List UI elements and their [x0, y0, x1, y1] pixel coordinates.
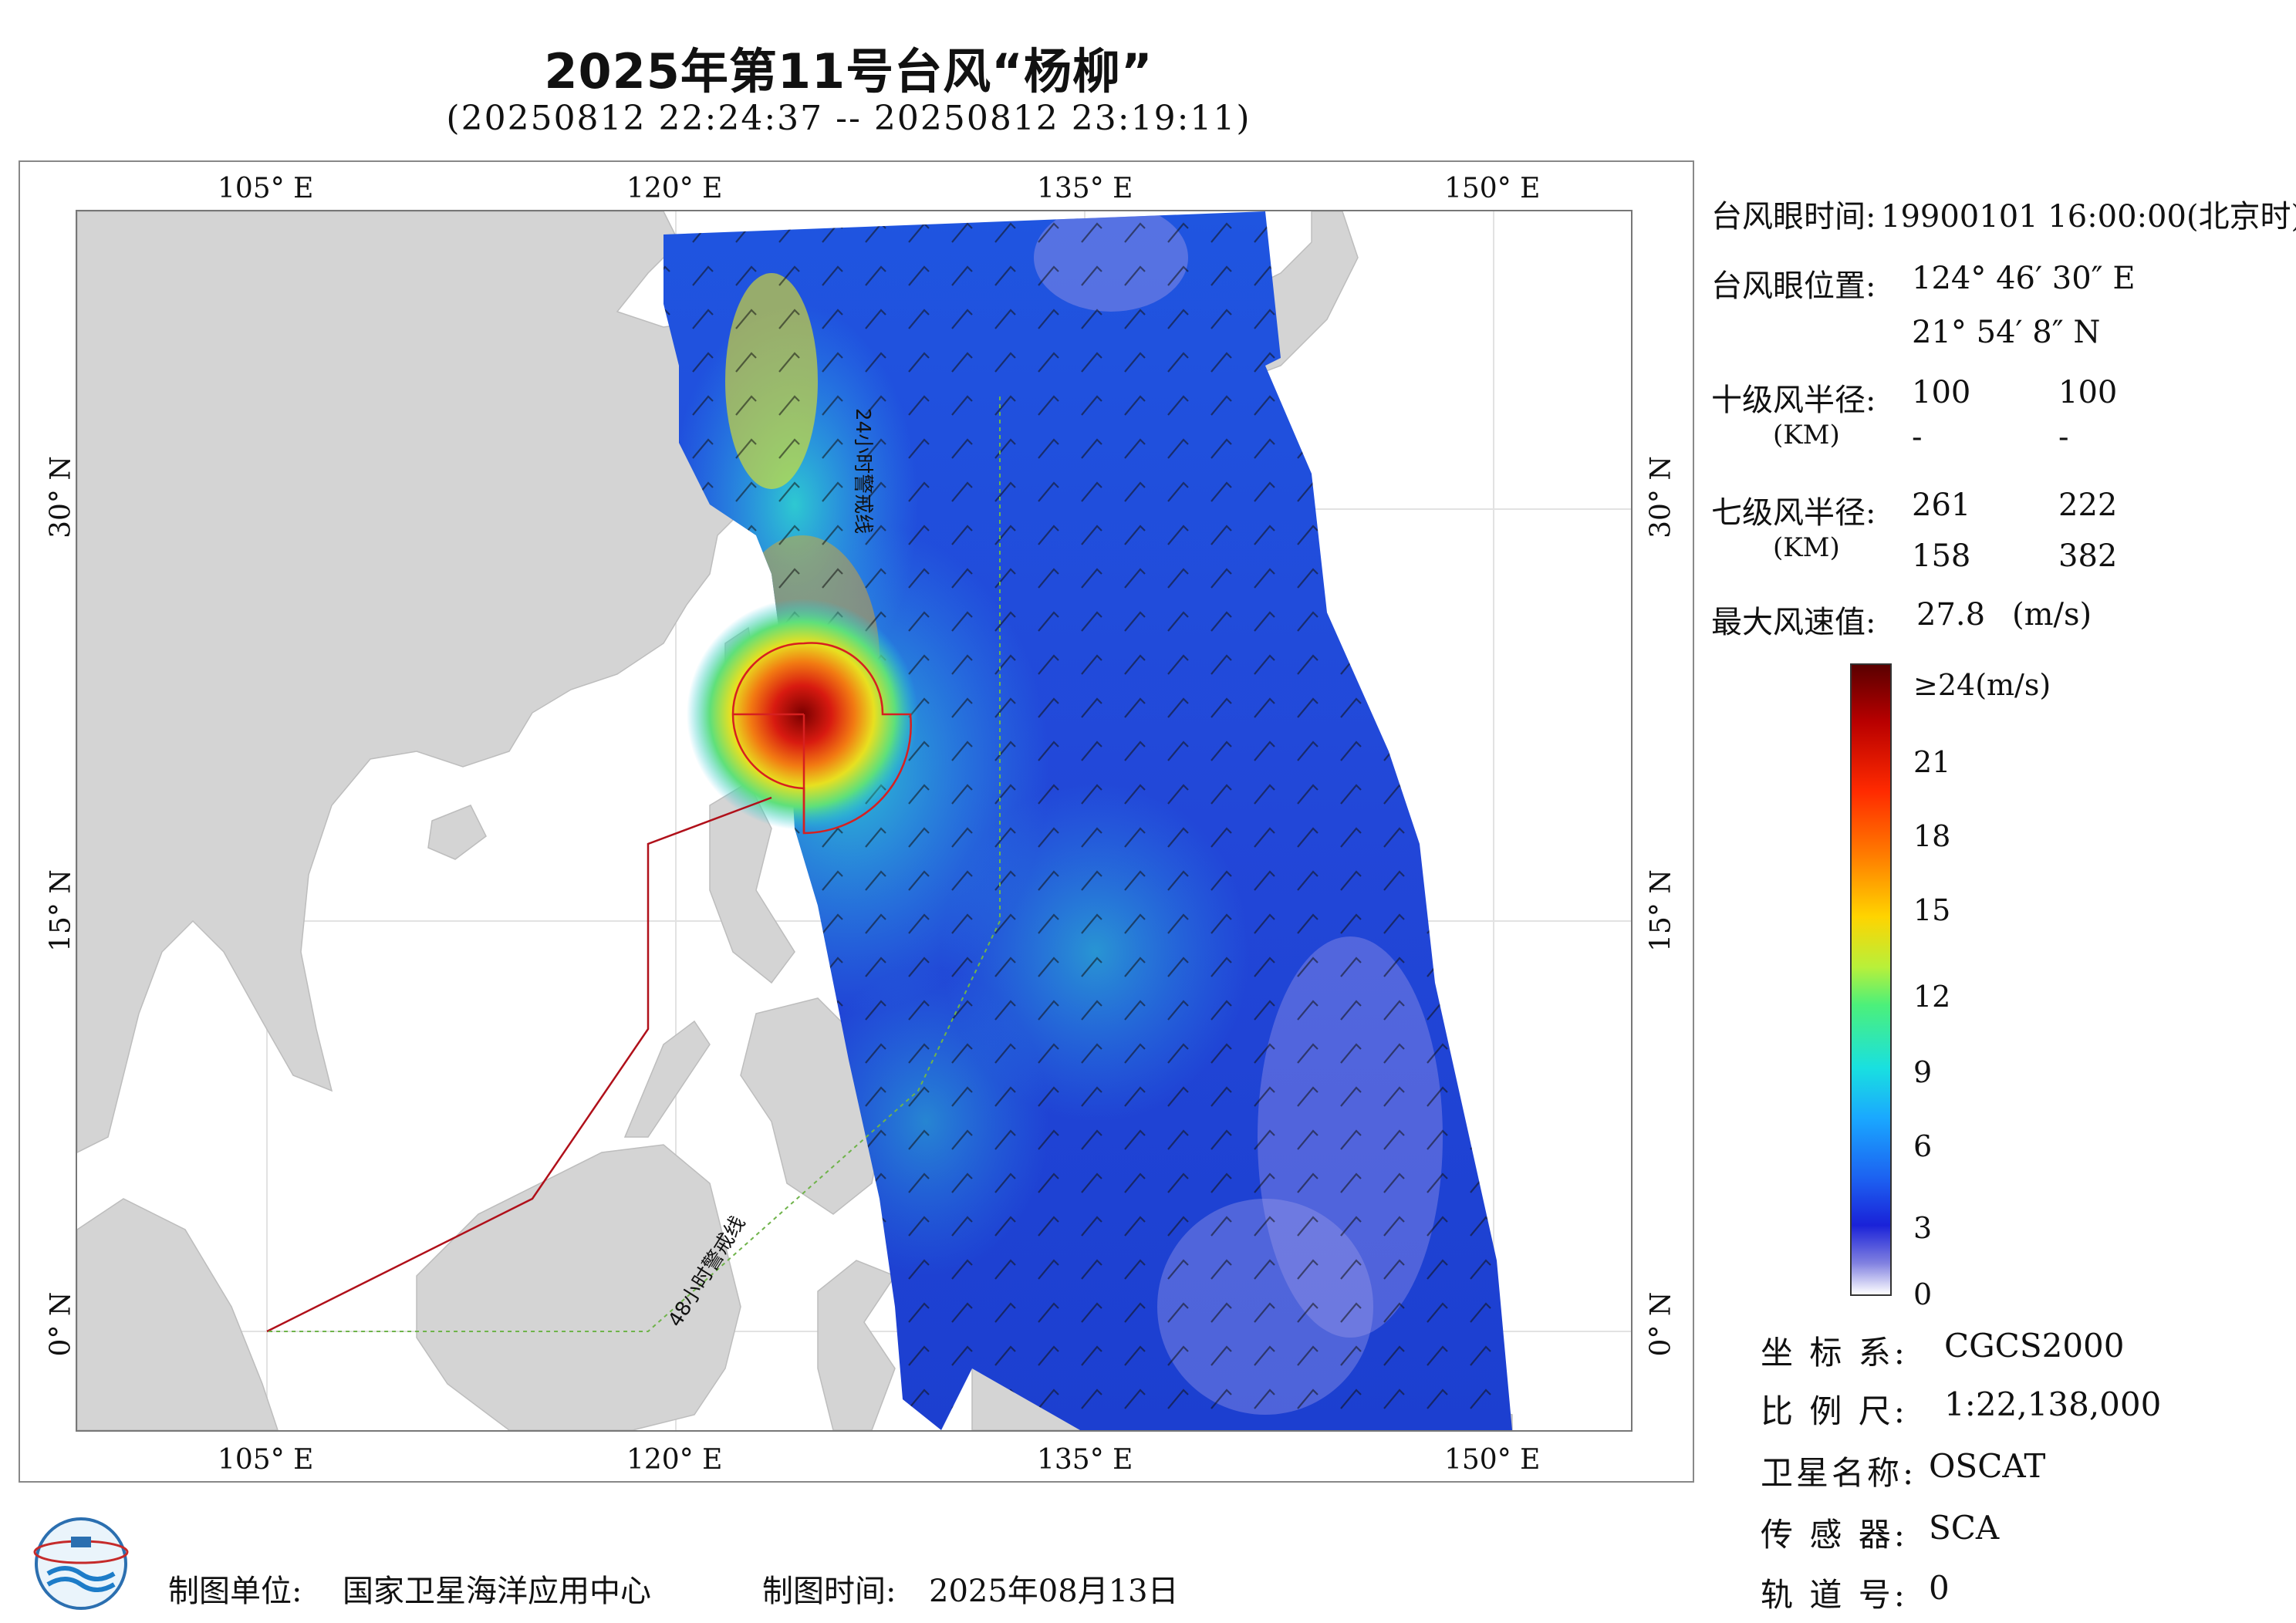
lat-label-left-30: 30° N [45, 456, 77, 538]
map-frame [19, 160, 1694, 1483]
map-title: 2025年第11号台风“杨柳” [544, 43, 1153, 100]
r10-sw: - [1912, 420, 1923, 455]
scale-label: 比 例 尺: [1761, 1392, 1908, 1430]
r7-label: 七级风半径: [1711, 495, 1876, 531]
lat-label-left-15: 15° N [45, 869, 77, 952]
max-wind-value: 27.8 [1916, 597, 1986, 633]
r7-nw: 382 [2058, 538, 2118, 574]
colorbar-tick-6: 6 [1913, 1129, 1933, 1163]
max-wind-unit: (m/s) [2012, 597, 2092, 633]
warning-line-24h [266, 796, 772, 1333]
palawan [623, 1020, 711, 1138]
map-svg: 24小时警戒线 48小时警戒线 [77, 211, 1631, 1430]
eye-latitude: 21° 54′ 8″ N [1912, 315, 2101, 350]
time-range-subtitle: (20250812 22:24:37 -- 20250812 23:19:11) [446, 99, 1251, 138]
eye-longitude: 124° 46′ 30″ E [1912, 261, 2136, 296]
lon-label-bottom-105: 105° E [218, 1444, 314, 1476]
sumatra [77, 1198, 279, 1430]
colorbar-tick-21: 21 [1913, 745, 1951, 779]
colorbar-tick-12: 12 [1913, 980, 1951, 1014]
sulawesi [817, 1260, 896, 1430]
nsoas-logo-icon [31, 1513, 131, 1614]
orbit-label: 轨 道 号: [1761, 1576, 1908, 1614]
lon-label-bottom-135: 135° E [1037, 1444, 1133, 1476]
satellite-label: 卫星名称: [1761, 1454, 1917, 1492]
lat-label-right-0: 0° N [1645, 1291, 1677, 1357]
colorbar-tick-3: 3 [1913, 1211, 1933, 1245]
eye-position-label: 台风眼位置: [1711, 268, 1876, 304]
scale-value: 1:22,138,000 [1944, 1385, 2162, 1423]
lon-label-top-135: 135° E [1037, 173, 1133, 204]
sensor-label: 传 感 器: [1761, 1516, 1908, 1554]
colorbar-tick-0: 0 [1913, 1277, 1933, 1311]
warning-24h-label: 24小时警戒线 [851, 408, 874, 534]
map-date-value: 2025年08月13日 [929, 1574, 1179, 1609]
r10-ne: 100 [1912, 375, 1971, 410]
r7-ne: 261 [1912, 488, 1971, 523]
lat-label-right-15: 15° N [1645, 869, 1677, 952]
eye-time-label: 台风眼时间: [1711, 199, 1876, 235]
producer-value: 国家卫星海洋应用中心 [343, 1574, 651, 1609]
lat-label-right-30: 30° N [1645, 456, 1677, 538]
colorbar-tick-18: 18 [1913, 819, 1951, 853]
r10-unit: (KM) [1773, 420, 1840, 450]
orbit-value: 0 [1929, 1569, 1950, 1607]
r7-sw: 158 [1912, 538, 1971, 574]
producer-label: 制图单位: [168, 1574, 302, 1609]
warning-line-48h [267, 396, 1001, 1332]
r10-nw: - [2058, 420, 2069, 455]
sensor-value: SCA [1929, 1509, 2000, 1547]
lat-label-left-0: 0° N [45, 1291, 77, 1357]
colorbar [1850, 663, 1892, 1296]
eye-time-value: 19900101 16:00:00(北京时) [1881, 199, 2296, 235]
satellite-value: OSCAT [1929, 1447, 2046, 1485]
wind-field-map[interactable]: 24小时警戒线 48小时警戒线 [76, 210, 1633, 1432]
r7-unit: (KM) [1773, 532, 1840, 563]
crs-label: 坐 标 系: [1761, 1334, 1908, 1372]
lon-label-top-120: 120° E [626, 173, 723, 204]
lon-label-top-150: 150° E [1444, 173, 1541, 204]
map-date-label: 制图时间: [762, 1574, 896, 1609]
wind-swath [663, 211, 1512, 1430]
crs-value: CGCS2000 [1944, 1327, 2125, 1365]
colorbar-tick-24: ≥24(m/s) [1913, 668, 2051, 702]
colorbar-tick-15: 15 [1913, 893, 1951, 927]
max-wind-label: 最大风速值: [1711, 605, 1876, 640]
r10-label: 十级风半径: [1711, 383, 1876, 418]
lon-label-bottom-120: 120° E [626, 1444, 723, 1476]
colorbar-tick-9: 9 [1913, 1055, 1933, 1089]
lon-label-bottom-150: 150° E [1444, 1444, 1541, 1476]
wind-radius-outline [731, 642, 912, 835]
lon-label-top-105: 105° E [218, 173, 314, 204]
r7-se: 222 [2058, 488, 2118, 523]
r10-se: 100 [2058, 375, 2118, 410]
hainan [427, 805, 487, 860]
